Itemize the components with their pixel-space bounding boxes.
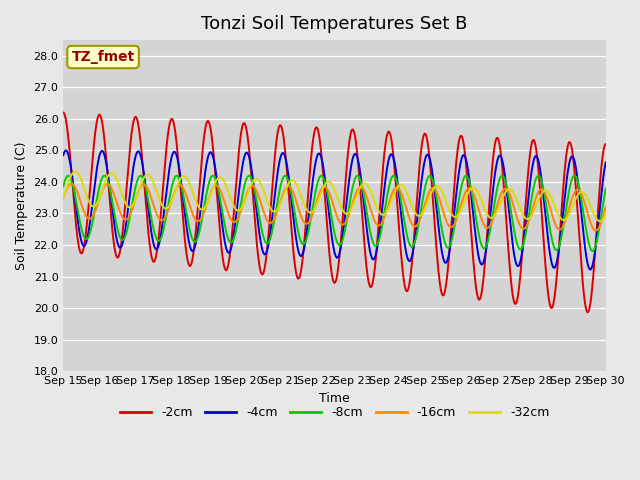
-2cm	[538, 204, 545, 210]
-16cm	[490, 214, 498, 219]
-4cm	[419, 168, 427, 174]
-32cm	[602, 212, 609, 217]
-8cm	[589, 248, 596, 254]
-32cm	[241, 198, 249, 204]
-8cm	[180, 198, 188, 204]
-16cm	[180, 187, 188, 193]
-32cm	[167, 199, 175, 205]
Line: -4cm: -4cm	[63, 151, 605, 270]
-16cm	[538, 186, 545, 192]
Line: -32cm: -32cm	[63, 171, 605, 221]
-2cm	[419, 137, 426, 143]
-8cm	[65, 173, 72, 179]
-8cm	[60, 183, 67, 189]
-8cm	[490, 205, 498, 211]
-32cm	[419, 210, 427, 216]
-2cm	[490, 152, 497, 158]
-32cm	[490, 214, 498, 219]
-16cm	[419, 208, 427, 214]
-4cm	[180, 206, 188, 212]
X-axis label: Time: Time	[319, 392, 350, 405]
-4cm	[60, 152, 67, 158]
-32cm	[180, 173, 188, 179]
-4cm	[241, 152, 249, 157]
-4cm	[586, 267, 594, 273]
Line: -16cm: -16cm	[63, 184, 605, 230]
-8cm	[419, 195, 427, 201]
Legend: -2cm, -4cm, -8cm, -16cm, -32cm: -2cm, -4cm, -8cm, -16cm, -32cm	[115, 401, 554, 424]
-2cm	[602, 141, 609, 147]
Line: -2cm: -2cm	[63, 113, 605, 312]
-32cm	[538, 191, 545, 196]
Line: -8cm: -8cm	[63, 176, 605, 251]
-2cm	[584, 310, 591, 315]
Title: Tonzi Soil Temperatures Set B: Tonzi Soil Temperatures Set B	[202, 15, 468, 33]
-4cm	[62, 148, 70, 154]
-16cm	[167, 199, 175, 204]
-32cm	[60, 194, 67, 200]
-16cm	[241, 195, 249, 201]
-32cm	[72, 168, 79, 174]
-4cm	[538, 178, 545, 184]
-32cm	[596, 218, 604, 224]
-8cm	[538, 179, 545, 185]
-2cm	[180, 227, 188, 233]
-8cm	[602, 186, 609, 192]
-16cm	[592, 228, 600, 233]
-2cm	[167, 117, 175, 123]
-16cm	[602, 204, 609, 210]
-4cm	[490, 180, 498, 186]
Y-axis label: Soil Temperature (C): Soil Temperature (C)	[15, 142, 28, 270]
-2cm	[241, 120, 248, 126]
-8cm	[241, 180, 249, 186]
Text: TZ_fmet: TZ_fmet	[72, 50, 134, 64]
-4cm	[602, 159, 609, 165]
-16cm	[67, 181, 75, 187]
-16cm	[60, 195, 67, 201]
-8cm	[167, 187, 175, 193]
-4cm	[167, 156, 175, 162]
-2cm	[60, 110, 67, 116]
